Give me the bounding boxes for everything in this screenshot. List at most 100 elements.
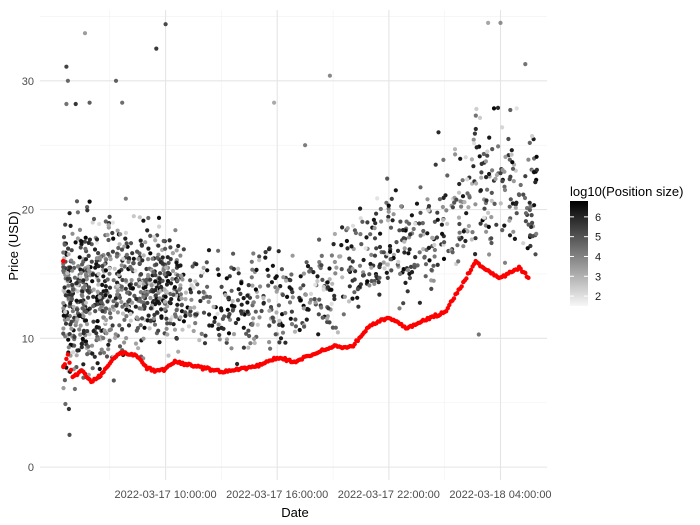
y-tick-label: 10 — [22, 333, 34, 345]
data-point — [367, 283, 372, 288]
data-point — [90, 351, 95, 356]
data-point — [457, 181, 462, 187]
data-point — [159, 307, 164, 312]
data-point — [101, 336, 106, 341]
data-point — [474, 181, 479, 186]
data-point — [107, 285, 113, 290]
data-point — [82, 239, 87, 244]
data-point — [124, 307, 129, 312]
data-point — [261, 301, 266, 306]
data-point — [290, 290, 295, 295]
data-point — [137, 306, 142, 311]
data-point — [178, 283, 183, 288]
data-point — [87, 311, 92, 316]
data-point — [108, 257, 113, 262]
data-point — [381, 260, 386, 265]
data-point — [70, 231, 75, 236]
data-point — [81, 314, 86, 319]
data-point — [405, 268, 410, 273]
data-point — [421, 247, 426, 252]
data-point — [459, 204, 464, 209]
data-point — [113, 335, 118, 340]
legend-tick-label: 4 — [595, 251, 601, 263]
data-point — [275, 286, 280, 291]
data-point — [390, 218, 395, 223]
legend-ticks: 2 3 4 5 6 — [570, 212, 601, 303]
data-point — [374, 211, 379, 216]
outlier-point — [498, 20, 503, 25]
data-point — [169, 297, 174, 302]
data-point — [168, 281, 174, 286]
y-axis-title: Price (USD) — [6, 211, 21, 280]
data-point — [340, 225, 345, 230]
red-point — [65, 352, 71, 357]
data-point — [263, 255, 268, 260]
data-point — [492, 201, 497, 206]
data-point — [65, 271, 70, 276]
data-point — [461, 229, 466, 234]
data-point — [466, 205, 471, 210]
data-point — [338, 254, 343, 259]
data-point — [133, 341, 139, 346]
data-point — [66, 283, 71, 288]
data-point — [157, 340, 162, 345]
data-point — [417, 300, 422, 305]
data-point — [453, 152, 458, 157]
data-point — [523, 211, 529, 216]
data-point — [276, 249, 281, 254]
data-point — [302, 324, 307, 329]
data-point — [130, 267, 135, 272]
data-point — [267, 340, 272, 345]
data-point — [285, 294, 290, 299]
data-point — [502, 187, 508, 193]
data-point — [329, 301, 334, 306]
data-point — [271, 319, 276, 324]
data-point — [278, 284, 283, 289]
data-point — [429, 267, 434, 273]
data-point — [304, 317, 309, 322]
data-point — [155, 255, 160, 260]
data-point — [235, 298, 241, 303]
data-point — [401, 236, 406, 241]
data-point — [66, 252, 71, 257]
data-point — [123, 236, 128, 241]
data-point — [207, 312, 212, 317]
data-point — [188, 306, 193, 311]
data-point — [225, 307, 230, 312]
red-point — [526, 275, 531, 281]
data-point — [251, 251, 256, 256]
data-point — [72, 386, 77, 392]
data-point — [384, 200, 389, 205]
data-point — [367, 272, 372, 277]
data-point — [124, 336, 129, 341]
data-point — [96, 278, 101, 283]
data-point — [250, 283, 255, 288]
legend-color-bar — [570, 201, 588, 306]
data-point — [69, 258, 74, 263]
data-point — [308, 291, 314, 296]
data-point — [230, 308, 235, 313]
data-point — [134, 296, 139, 301]
data-point — [435, 217, 440, 222]
data-point — [325, 280, 330, 285]
data-point — [83, 339, 89, 344]
data-point — [258, 284, 263, 289]
legend-tick-label: 2 — [595, 291, 601, 303]
data-point — [407, 247, 412, 252]
data-point — [246, 328, 251, 333]
data-point — [268, 346, 273, 351]
data-point — [83, 246, 88, 251]
data-point — [106, 251, 111, 257]
data-point — [250, 267, 255, 272]
data-point — [358, 216, 363, 221]
data-point — [199, 273, 204, 278]
data-point — [206, 248, 212, 253]
data-point — [79, 239, 84, 244]
data-point — [79, 341, 84, 346]
outlier-point — [523, 62, 528, 67]
data-point — [114, 303, 119, 308]
data-point — [147, 326, 152, 331]
data-point — [533, 252, 538, 257]
data-point — [199, 331, 204, 336]
data-point — [238, 291, 243, 296]
